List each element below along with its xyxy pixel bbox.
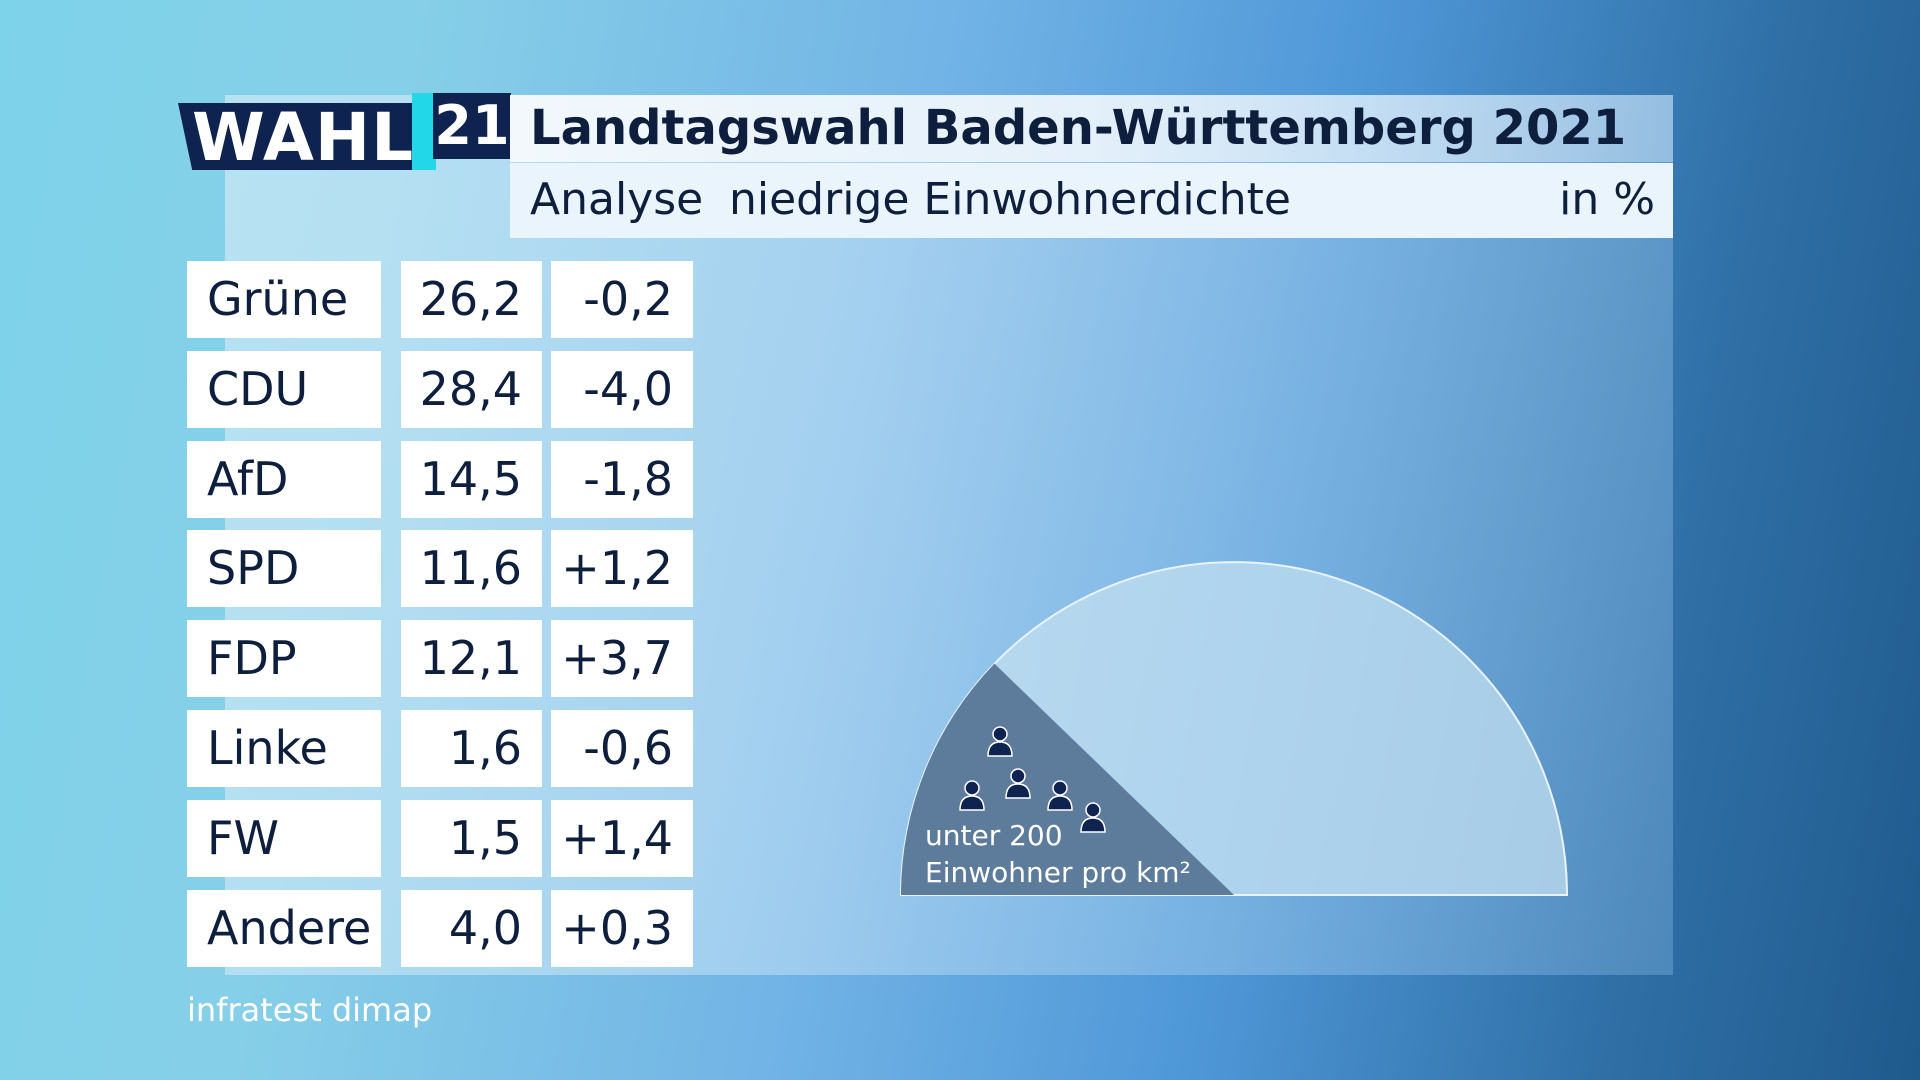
vote-change: +1,2 <box>551 530 693 607</box>
vote-share: 12,1 <box>401 620 542 697</box>
vote-share: 11,6 <box>401 530 542 607</box>
vote-change: -0,6 <box>551 710 693 787</box>
vote-change: -0,2 <box>551 261 693 338</box>
party-name: Linke <box>187 710 381 787</box>
vote-share: 28,4 <box>401 351 542 428</box>
subtitle-density: niedrige Einwohnerdichte <box>729 174 1291 225</box>
page-title: Landtagswahl Baden-Württemberg 2021 <box>530 100 1627 156</box>
subtitle-bar <box>510 163 1673 238</box>
party-name: FW <box>187 800 381 877</box>
vote-change: +3,7 <box>551 620 693 697</box>
vote-change: +1,4 <box>551 800 693 877</box>
party-name: Andere <box>187 890 381 967</box>
vote-share: 1,5 <box>401 800 542 877</box>
segment-label-line2: Einwohner pro km² <box>925 856 1191 889</box>
logo-wahl: WAHL <box>178 103 414 170</box>
vote-share: 14,5 <box>401 441 542 518</box>
people-icon-group <box>959 726 1106 833</box>
vote-share: 4,0 <box>401 890 542 967</box>
logo-accent-bar <box>412 93 436 170</box>
source-label: infratest dimap <box>187 991 433 1029</box>
vote-change: -1,8 <box>551 441 693 518</box>
person-icon <box>987 726 1013 757</box>
vote-change: -4,0 <box>551 351 693 428</box>
person-icon <box>1047 780 1073 811</box>
party-name: AfD <box>187 441 381 518</box>
party-name: FDP <box>187 620 381 697</box>
unit-label: in % <box>1559 174 1655 225</box>
party-name: Grüne <box>187 261 381 338</box>
title-bar <box>510 95 1673 162</box>
vote-share: 1,6 <box>401 710 542 787</box>
gauge-segment-low-density <box>901 663 1234 895</box>
subtitle-analyse: Analyse <box>530 174 704 225</box>
person-icon <box>1080 802 1106 833</box>
person-icon <box>959 780 985 811</box>
vote-change: +0,3 <box>551 890 693 967</box>
logo-number: 21 <box>433 93 511 159</box>
segment-label-line1: unter 200 <box>925 819 1063 852</box>
person-icon <box>1005 768 1031 799</box>
vote-share: 26,2 <box>401 261 542 338</box>
party-name: SPD <box>187 530 381 607</box>
party-name: CDU <box>187 351 381 428</box>
